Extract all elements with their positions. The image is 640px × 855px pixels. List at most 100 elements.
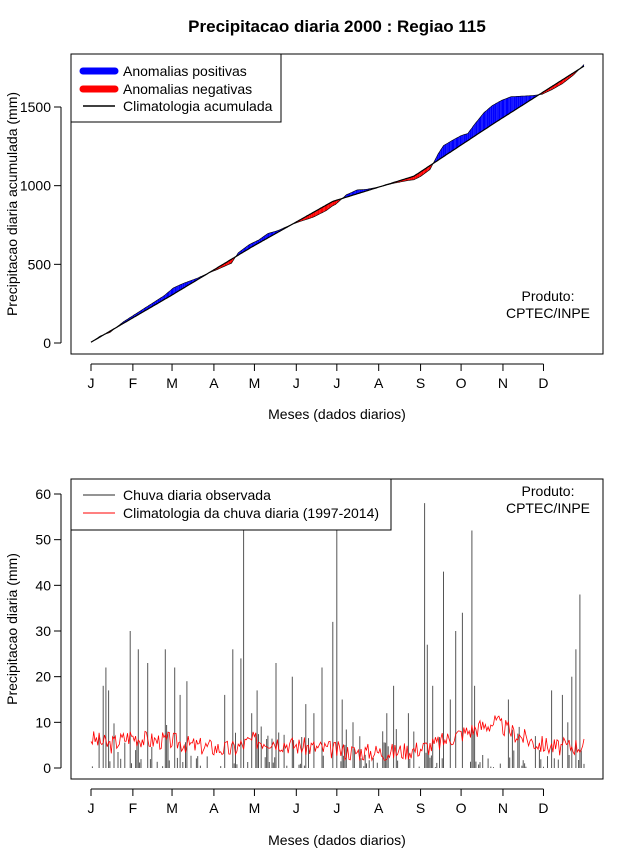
accumulated-y-tick-label: 1500 <box>20 99 51 115</box>
anomaly-positive-segment <box>476 121 477 135</box>
accumulated-y-tick-label: 1000 <box>20 178 51 194</box>
anomaly-positive-segment <box>496 103 497 122</box>
accumulated-x-tick-label: M <box>166 375 178 391</box>
anomaly-positive-segment <box>460 136 461 146</box>
accumulated-x-tick-label: A <box>209 375 219 391</box>
anomaly-positive-segment <box>506 98 507 116</box>
anomaly-positive-segment <box>458 136 459 147</box>
anomaly-positive-segment <box>518 96 519 108</box>
accumulated-xlabel: Meses (dados diarios) <box>268 406 406 422</box>
anomaly-positive-segment <box>485 110 486 129</box>
anomaly-positive-segment <box>475 123 476 137</box>
daily-x-tick-label: A <box>209 800 219 816</box>
daily-x-tick-label: D <box>538 800 548 816</box>
anomaly-positive-segment <box>488 108 489 127</box>
anomaly-positive-segment <box>450 141 451 152</box>
anomaly-positive-segment <box>512 97 513 112</box>
daily-y-tick-label: 0 <box>43 760 51 776</box>
accumulated-x-tick-label: N <box>498 375 508 391</box>
daily-y-tick-label: 60 <box>35 486 51 502</box>
legend-label-positive: Anomalias positivas <box>123 63 247 79</box>
accumulated-x-tick-label: F <box>129 375 138 391</box>
accumulated-x-tick-label: M <box>249 375 261 391</box>
anomaly-positive-segment <box>445 144 446 156</box>
anomaly-positive-segment <box>499 101 500 120</box>
daily-xlabel: Meses (dados diarios) <box>268 832 406 848</box>
accumulated-product-label-1: Produto: <box>522 288 575 304</box>
anomaly-positive-segment <box>502 100 503 119</box>
anomaly-positive-segment <box>507 98 508 115</box>
daily-x-tick-label: J <box>333 800 340 816</box>
anomaly-positive-segment <box>500 100 501 119</box>
accumulated-legend: Anomalias positivas Anomalias negativas … <box>71 54 281 122</box>
anomaly-positive-segment <box>503 99 504 117</box>
anomaly-positive-segment <box>457 137 458 148</box>
anomaly-positive-segment <box>444 145 445 157</box>
accumulated-y-tick-label: 500 <box>28 256 52 272</box>
accumulated-x-tick-label: D <box>538 375 548 391</box>
daily-y-tick-label: 20 <box>35 669 51 685</box>
accumulated-x-tick-label: J <box>88 375 95 391</box>
anomaly-positive-segment <box>477 119 478 134</box>
anomaly-positive-segment <box>511 97 512 113</box>
daily-ylabel: Precipitacao diaria (mm) <box>4 553 20 705</box>
daily-x-tick-label: N <box>498 800 508 816</box>
accumulated-x-tick-label: J <box>333 375 340 391</box>
accumulated-x-tick-label: S <box>416 375 425 391</box>
anomaly-positive-segment <box>508 97 509 114</box>
anomaly-positive-segment <box>446 143 447 155</box>
daily-x-tick-label: A <box>374 800 384 816</box>
daily-legend: Chuva diaria observada Climatologia da c… <box>71 479 391 530</box>
anomaly-positive-segment <box>494 104 495 124</box>
anomaly-positive-segment <box>519 96 520 107</box>
legend-label-climatology: Climatologia acumulada <box>123 98 273 114</box>
anomaly-positive-segment <box>479 118 480 134</box>
anomaly-positive-segment <box>481 114 482 131</box>
accumulated-ylabel: Precipitacao diaria acumulada (mm) <box>4 92 20 316</box>
anomaly-positive-segment <box>514 97 515 111</box>
anomaly-positive-segment <box>452 140 453 151</box>
legend-label-daily-climatology: Climatologia da chuva diaria (1997-2014) <box>123 505 379 521</box>
anomaly-positive-segment <box>492 105 493 125</box>
daily-y-tick-label: 50 <box>35 532 51 548</box>
anomaly-positive-segment <box>495 103 496 122</box>
anomaly-positive-segment <box>448 142 449 154</box>
anomaly-positive-segment <box>454 139 455 150</box>
anomaly-positive-segment <box>480 116 481 133</box>
anomaly-positive-segment <box>484 111 485 129</box>
daily-x-tick-label: J <box>88 800 95 816</box>
accumulated-x-tick-label: A <box>374 375 384 391</box>
anomaly-positive-segment <box>498 102 499 121</box>
anomaly-positive-segment <box>510 97 511 114</box>
daily-y-tick-label: 10 <box>35 714 51 730</box>
anomaly-positive-segment <box>490 107 491 127</box>
anomaly-positive-segment <box>487 109 488 128</box>
anomaly-positive-segment <box>521 96 522 106</box>
anomaly-positive-segment <box>483 113 484 131</box>
daily-panel: J F M A M J J A S O N D 0 10 20 30 40 50 60 Meses (dados d… <box>4 479 603 848</box>
anomaly-positive-segment <box>517 96 518 109</box>
anomaly-positive-segment <box>504 99 505 117</box>
accumulated-x-tick-label: J <box>293 375 300 391</box>
daily-product-label-1: Produto: <box>522 483 575 499</box>
anomaly-positive-segment <box>491 106 492 126</box>
daily-x-tick-label: J <box>293 800 300 816</box>
accumulated-x-tick-label: O <box>456 375 467 391</box>
anomaly-positive-segment <box>456 138 457 149</box>
daily-x-tick-label: F <box>129 800 138 816</box>
daily-y-tick-label: 40 <box>35 577 51 593</box>
daily-x-tick-label: M <box>166 800 178 816</box>
legend-label-observed: Chuva diaria observada <box>123 487 271 503</box>
anomaly-positive-segment <box>515 96 516 110</box>
accumulated-product-label-2: CPTEC/INPE <box>506 305 590 321</box>
daily-y-tick-label: 30 <box>35 623 51 639</box>
chart-title: Precipitacao diaria 2000 : Regiao 115 <box>188 17 486 36</box>
anomaly-positive-segment <box>453 139 454 150</box>
daily-x-tick-label: S <box>416 800 425 816</box>
daily-x-tick-label: O <box>456 800 467 816</box>
daily-x-tick-label: M <box>249 800 261 816</box>
